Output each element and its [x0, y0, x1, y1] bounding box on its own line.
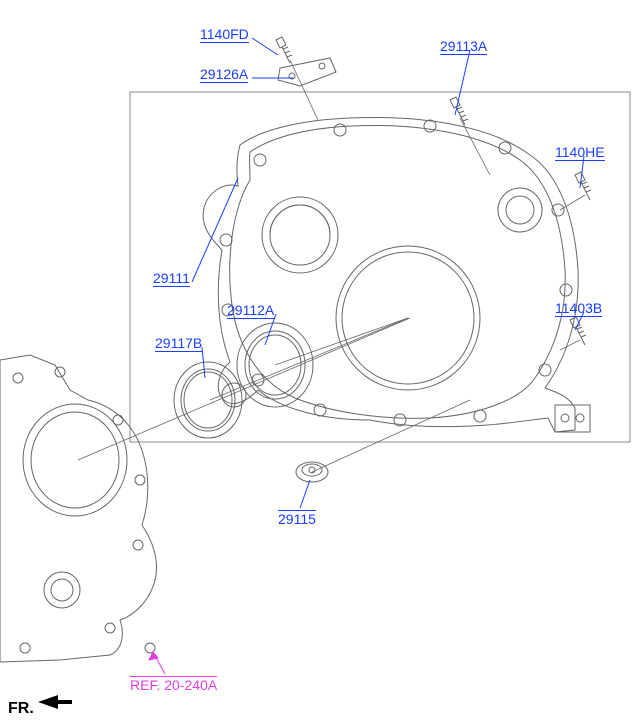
diagram-svg	[0, 0, 642, 727]
label-1140FD[interactable]: 1140FD	[200, 26, 249, 43]
plate-29126A	[278, 58, 336, 86]
seal-29117B	[174, 362, 242, 438]
label-29126A[interactable]: 29126A	[200, 66, 248, 83]
label-29111[interactable]: 29111	[153, 270, 190, 287]
label-29117B[interactable]: 29117B	[155, 335, 202, 352]
label-1140HE[interactable]: 1140HE	[555, 144, 605, 161]
fr-marker: FR.	[8, 700, 34, 718]
bolt-1140FD	[276, 37, 292, 63]
label-REF20240A[interactable]: REF. 20-240A	[130, 676, 217, 693]
label-29115[interactable]: 29115	[278, 510, 316, 527]
fr-arrow-icon	[38, 695, 72, 709]
main-housing	[203, 117, 590, 432]
label-29112A[interactable]: 29112A	[227, 302, 274, 319]
label-29113A[interactable]: 29113A	[440, 38, 487, 55]
label-11403B[interactable]: 11403B	[555, 300, 602, 317]
ref-leader	[149, 652, 165, 674]
ref-block	[0, 355, 157, 662]
axis-lines	[78, 60, 585, 472]
parts-diagram: 1140FD 29126A 29113A 1140HE 11403B 29111…	[0, 0, 642, 727]
bolt-29113A	[450, 97, 468, 125]
